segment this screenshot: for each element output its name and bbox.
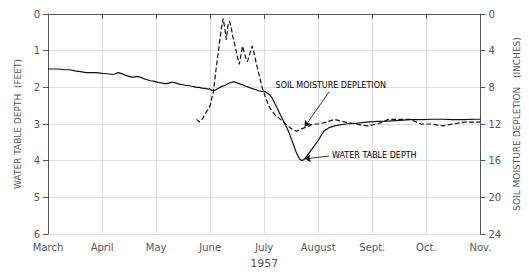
svg-text:3: 3 (34, 119, 40, 130)
svg-text:16: 16 (488, 155, 501, 166)
svg-text:SOIL MOISTURE DEPLETION (INC: SOIL MOISTURE DEPLETION (INCHES) (512, 37, 522, 211)
svg-text:0: 0 (488, 9, 494, 20)
svg-text:2: 2 (34, 82, 40, 93)
svg-text:4: 4 (34, 155, 40, 166)
svg-text:June: June (198, 242, 221, 253)
svg-text:August: August (301, 242, 336, 253)
svg-text:1957: 1957 (250, 257, 278, 270)
svg-text:20: 20 (488, 192, 501, 203)
svg-text:March: March (33, 242, 63, 253)
svg-text:April: April (91, 242, 114, 253)
svg-text:24: 24 (488, 229, 501, 240)
svg-text:8: 8 (488, 82, 494, 93)
svg-text:4: 4 (488, 45, 494, 56)
svg-text:WATER TABLE DEPTH: WATER TABLE DEPTH (332, 151, 417, 160)
svg-text:5: 5 (34, 192, 40, 203)
svg-text:Nov.: Nov. (469, 242, 491, 253)
svg-text:0: 0 (34, 9, 40, 20)
svg-text:Sept.: Sept. (359, 242, 385, 253)
svg-text:WATER TABLE DEPTH (FEET): WATER TABLE DEPTH (FEET) (13, 59, 23, 189)
svg-text:May: May (146, 242, 167, 253)
svg-text:1: 1 (34, 45, 40, 56)
svg-text:12: 12 (488, 119, 501, 130)
svg-text:6: 6 (34, 229, 40, 240)
svg-text:Oct.: Oct. (416, 242, 436, 253)
svg-text:July: July (254, 242, 273, 253)
svg-text:SOIL MOISTURE DEPLETION: SOIL MOISTURE DEPLETION (276, 81, 386, 90)
